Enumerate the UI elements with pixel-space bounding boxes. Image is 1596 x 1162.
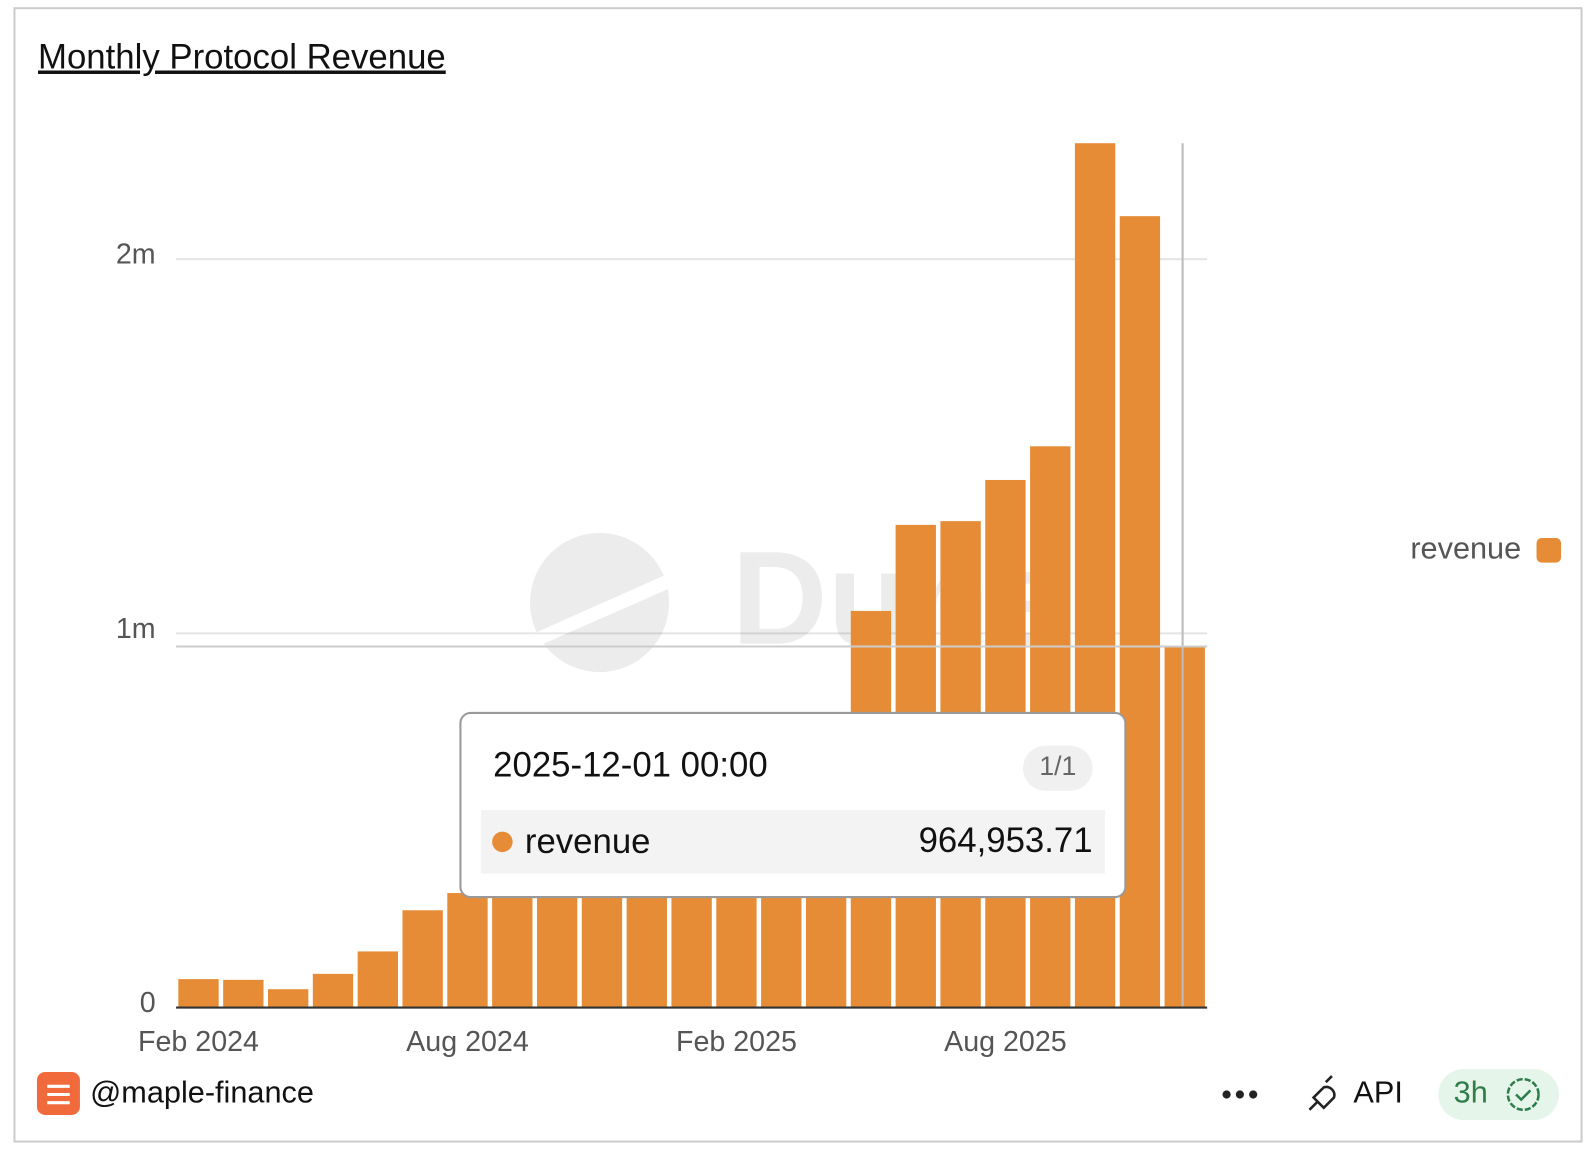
bar bbox=[312, 973, 354, 1008]
y-tick-label: 1m bbox=[116, 613, 156, 645]
x-tick-label: Feb 2024 bbox=[138, 1026, 259, 1058]
tooltip-title: 2025-12-01 00:00 bbox=[493, 746, 768, 784]
bar bbox=[1164, 646, 1205, 1008]
bar bbox=[267, 989, 309, 1008]
tooltip: 2025-12-01 00:00 1/1 revenue 964,953.71 bbox=[459, 711, 1127, 899]
legend-label[interactable]: revenue bbox=[1410, 530, 1521, 565]
tooltip-dot bbox=[492, 831, 513, 853]
y-tick-label: 0 bbox=[140, 987, 156, 1019]
x-tick-label: Feb 2025 bbox=[676, 1026, 797, 1058]
y-tick-label: 2m bbox=[116, 239, 156, 271]
tooltip-value: 964,953.71 bbox=[919, 822, 1093, 860]
api-icon bbox=[1308, 1075, 1336, 1111]
verified-check bbox=[1515, 1089, 1532, 1102]
x-tick-label: Aug 2025 bbox=[944, 1026, 1067, 1058]
bar bbox=[402, 910, 443, 1008]
tooltip-row bbox=[480, 810, 1105, 874]
more-button[interactable] bbox=[1222, 1090, 1258, 1099]
api-button[interactable]: API bbox=[1353, 1075, 1402, 1110]
age-pill bbox=[1438, 1068, 1560, 1121]
bar bbox=[357, 951, 398, 1008]
footer: @maple-finance API 3h bbox=[36, 1068, 1560, 1121]
x-tick-label: Aug 2024 bbox=[406, 1026, 529, 1058]
bar bbox=[447, 893, 488, 1008]
avatar-icon bbox=[47, 1084, 70, 1105]
bar bbox=[178, 979, 219, 1008]
bar bbox=[1119, 216, 1161, 1008]
bar bbox=[492, 876, 533, 1008]
watermark: Dune bbox=[530, 525, 1064, 673]
chart-title[interactable]: Monthly Protocol Revenue bbox=[38, 39, 446, 77]
tooltip-counter-pill bbox=[1023, 745, 1093, 791]
author[interactable]: @maple-finance bbox=[90, 1075, 314, 1110]
bar bbox=[223, 979, 264, 1008]
tooltip-counter: 1/1 bbox=[1039, 751, 1076, 781]
verified-icon bbox=[1506, 1077, 1540, 1112]
legend-swatch bbox=[1536, 538, 1562, 563]
tooltip-series: revenue bbox=[525, 823, 651, 861]
age: 3h bbox=[1454, 1075, 1488, 1110]
